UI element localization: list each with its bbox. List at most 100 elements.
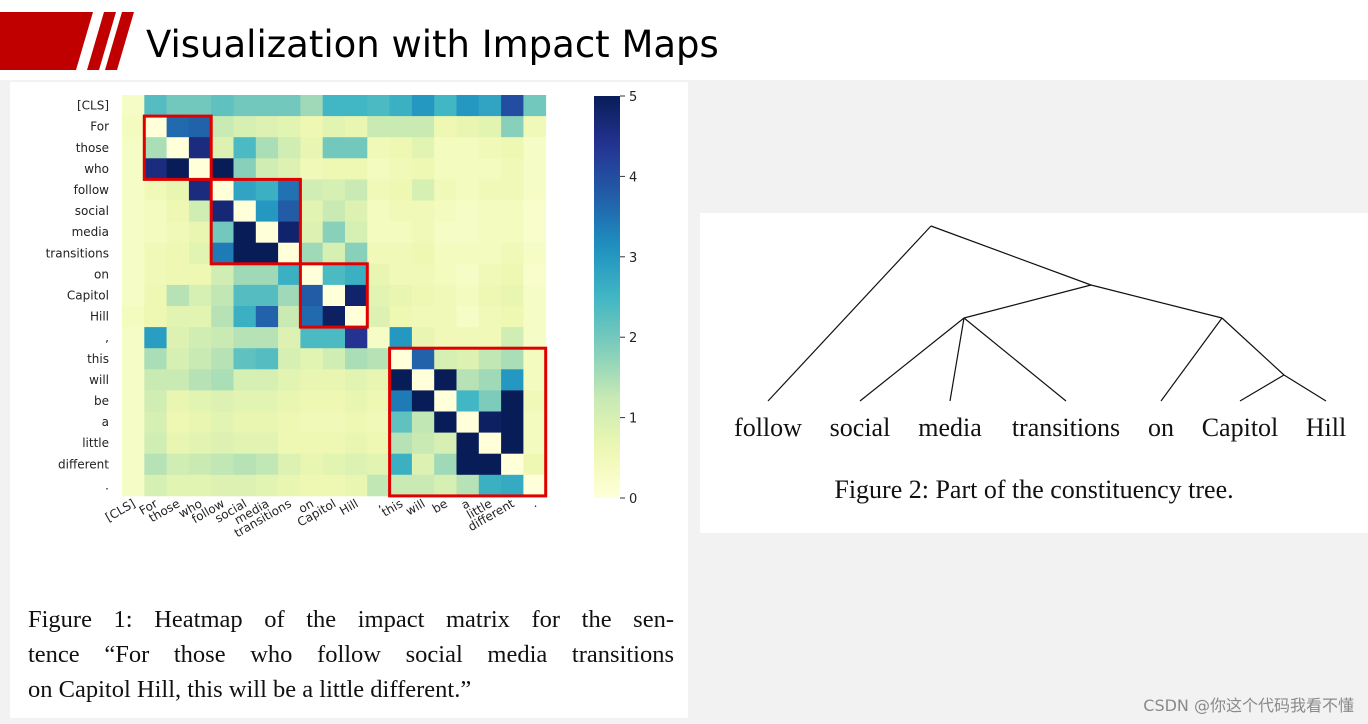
column-label: [CLS] bbox=[103, 496, 138, 524]
heatmap-cell bbox=[233, 306, 257, 328]
heatmap-cell bbox=[501, 474, 524, 497]
heatmap-cell bbox=[278, 474, 301, 497]
heatmap-cell bbox=[278, 95, 301, 117]
heatmap-cell bbox=[501, 200, 524, 222]
heatmap-cell bbox=[233, 453, 257, 476]
heatmap-cell bbox=[411, 137, 435, 159]
heatmap-cell bbox=[255, 158, 279, 180]
heatmap-cell bbox=[188, 116, 212, 138]
heatmap-cell bbox=[144, 200, 167, 222]
tree-edge bbox=[1283, 374, 1327, 402]
constituency-tree: follow social media transitions on Capitol Hil… bbox=[734, 225, 1346, 442]
heatmap-cell bbox=[233, 158, 257, 180]
heatmap-cell bbox=[233, 348, 257, 370]
heatmap-cell bbox=[501, 95, 524, 117]
heatmap-cell bbox=[300, 390, 324, 412]
row-label: a bbox=[102, 415, 109, 429]
heatmap-cell bbox=[389, 432, 413, 455]
heatmap-cell bbox=[278, 411, 301, 433]
heatmap-cell bbox=[144, 242, 167, 265]
heatmap-cell bbox=[322, 158, 346, 180]
heatmap-cell bbox=[278, 327, 301, 349]
heatmap-cell bbox=[478, 453, 502, 476]
heatmap-cell bbox=[233, 432, 257, 455]
heatmap-cell bbox=[122, 200, 145, 222]
heatmap-cell bbox=[188, 369, 212, 391]
heatmap-cell bbox=[144, 432, 167, 455]
heatmap-cell bbox=[278, 390, 301, 412]
heatmap-cell bbox=[144, 284, 167, 307]
heatmap-cell bbox=[278, 348, 301, 370]
heatmap-cell bbox=[233, 95, 257, 117]
heatmap-cell bbox=[434, 369, 457, 391]
heatmap-cell bbox=[345, 158, 368, 180]
heatmap-cell bbox=[233, 327, 257, 349]
heatmap-cell bbox=[211, 390, 234, 412]
heatmap-cell bbox=[322, 284, 346, 307]
heatmap-cell bbox=[367, 179, 390, 201]
heatmap-cell bbox=[300, 200, 324, 222]
heatmap-cell bbox=[434, 221, 457, 244]
heatmap-cell bbox=[411, 116, 435, 138]
heatmap-cell bbox=[411, 179, 435, 201]
heatmap-cell bbox=[322, 411, 346, 433]
heatmap-cell bbox=[456, 411, 480, 433]
heatmap-cell bbox=[300, 327, 324, 349]
heatmap-cell bbox=[367, 242, 390, 265]
heatmap-cell bbox=[322, 263, 346, 286]
heatmap-cell bbox=[322, 390, 346, 412]
heatmap-cell bbox=[144, 474, 167, 497]
heatmap-cell bbox=[322, 306, 346, 328]
heatmap-cell bbox=[411, 348, 435, 370]
heatmap-cell bbox=[523, 158, 547, 180]
heatmap-cell bbox=[255, 411, 279, 433]
heatmap-cell bbox=[411, 306, 435, 328]
heatmap-cell bbox=[478, 411, 502, 433]
heatmap-cell bbox=[255, 137, 279, 159]
heatmap-cell bbox=[478, 221, 502, 244]
figure-2-panel: follow social media transitions on Capitol Hil… bbox=[700, 213, 1368, 533]
heatmap-cell bbox=[367, 411, 390, 433]
heatmap-cells bbox=[122, 95, 547, 497]
heatmap-cell bbox=[345, 284, 368, 307]
tree-edge bbox=[930, 225, 1092, 286]
heatmap-cell bbox=[166, 116, 190, 138]
row-label: social bbox=[75, 204, 109, 218]
heatmap-cell bbox=[345, 263, 368, 286]
heatmap-cell bbox=[255, 306, 279, 328]
highlight-box bbox=[209, 177, 302, 266]
heatmap-cell bbox=[523, 327, 547, 349]
tree-leaf-hill: Hill bbox=[1306, 413, 1346, 442]
heatmap-cell bbox=[278, 369, 301, 391]
heatmap-cell bbox=[122, 390, 145, 412]
heatmap-cell bbox=[188, 263, 212, 286]
heatmap-cell bbox=[322, 137, 346, 159]
heatmap-cell bbox=[166, 221, 190, 244]
heatmap-cell bbox=[501, 179, 524, 201]
heatmap-cell bbox=[278, 432, 301, 455]
heatmap-cell bbox=[166, 263, 190, 286]
heatmap-cell bbox=[188, 284, 212, 307]
heatmap-cell bbox=[322, 348, 346, 370]
row-label: be bbox=[94, 394, 109, 408]
heatmap-cell bbox=[456, 390, 480, 412]
heatmap-cell bbox=[523, 348, 547, 370]
heatmap-cell bbox=[478, 284, 502, 307]
heatmap-cell bbox=[122, 242, 145, 265]
heatmap-cell bbox=[255, 390, 279, 412]
heatmap-cell bbox=[300, 369, 324, 391]
tree-leaf-social: social bbox=[830, 413, 891, 442]
heatmap-cell bbox=[144, 390, 167, 412]
heatmap-cell bbox=[211, 432, 234, 455]
heatmap-cell bbox=[322, 95, 346, 117]
heatmap-cell bbox=[411, 474, 435, 497]
heatmap-cell bbox=[322, 116, 346, 138]
heatmap-cell bbox=[300, 95, 324, 117]
heatmap-cell bbox=[434, 327, 457, 349]
colorbar-tick-label: 1 bbox=[629, 412, 637, 427]
heatmap-cell bbox=[501, 411, 524, 433]
heatmap-cell bbox=[411, 284, 435, 307]
heatmap-cell bbox=[501, 137, 524, 159]
row-label: Hill bbox=[90, 310, 109, 324]
heatmap-cell bbox=[434, 263, 457, 286]
